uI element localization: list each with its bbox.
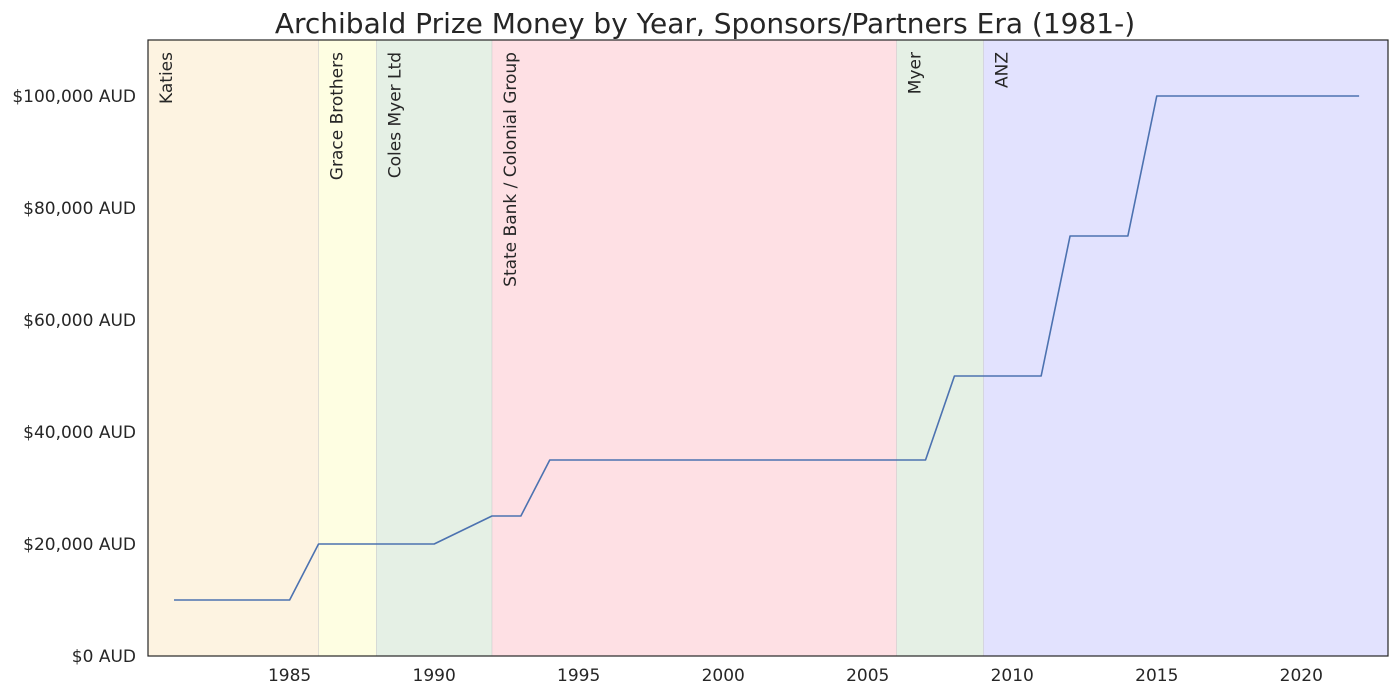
sponsor-band-label-4: Myer — [906, 52, 926, 94]
sponsor-band-5 — [983, 40, 1388, 656]
sponsor-band-label-2: Coles Myer Ltd — [385, 52, 405, 178]
x-tick-label-3: 2000 — [702, 666, 745, 686]
x-tick-label-5: 2010 — [991, 666, 1034, 686]
x-tick-label-0: 1985 — [268, 666, 311, 686]
sponsor-band-label-1: Grace Brothers — [328, 52, 348, 180]
sponsor-band-2 — [376, 40, 492, 656]
sponsor-band-3 — [491, 40, 897, 656]
y-tick-label-4: $80,000 AUD — [23, 199, 136, 219]
sponsor-bands — [148, 40, 1388, 656]
y-tick-label-0: $0 AUD — [72, 647, 136, 667]
x-tick-label-1: 1990 — [413, 666, 456, 686]
sponsor-band-label-3: State Bank / Colonial Group — [501, 52, 521, 287]
chart-title: Archibald Prize Money by Year, Sponsors/… — [275, 7, 1135, 40]
y-tick-label-1: $20,000 AUD — [23, 535, 136, 555]
sponsor-band-0 — [148, 40, 319, 656]
x-axis-ticks: 1985 1990 1995 2000 2005 2010 2015 2020 — [268, 666, 1323, 686]
x-tick-label-2: 1995 — [557, 666, 600, 686]
series-layer — [174, 95, 1360, 601]
sponsor-band-1 — [318, 40, 377, 656]
sponsor-band-4 — [896, 40, 984, 656]
sponsor-band-label-0: Katies — [157, 52, 177, 104]
series-line-0 — [174, 95, 1360, 601]
plot-frame — [147, 39, 1389, 657]
sponsor-band-label-5: ANZ — [992, 52, 1012, 88]
y-axis-ticks: $0 AUD $20,000 AUD $40,000 AUD $60,000 AUD $… — [12, 87, 136, 667]
x-tick-label-4: 2005 — [846, 666, 889, 686]
y-tick-label-2: $40,000 AUD — [23, 423, 136, 443]
x-tick-label-6: 2015 — [1135, 666, 1178, 686]
y-tick-label-5: $100,000 AUD — [12, 87, 136, 107]
x-tick-label-7: 2020 — [1280, 666, 1323, 686]
sponsor-band-labels: Katies Grace Brothers Coles Myer Ltd State … — [157, 52, 1012, 287]
y-tick-label-3: $60,000 AUD — [23, 311, 136, 331]
